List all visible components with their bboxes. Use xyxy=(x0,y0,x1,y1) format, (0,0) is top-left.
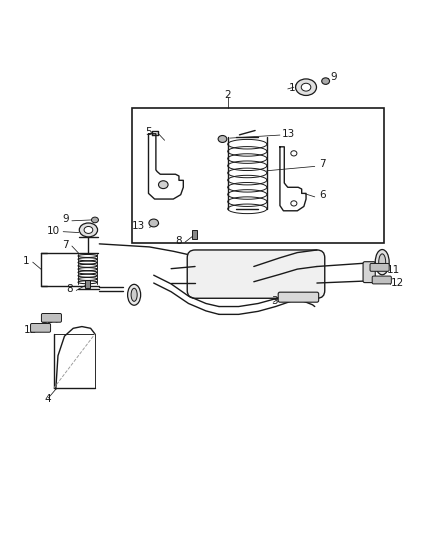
Bar xyxy=(191,230,197,239)
Text: 12: 12 xyxy=(391,278,404,288)
Ellipse shape xyxy=(301,83,311,91)
FancyBboxPatch shape xyxy=(370,263,389,271)
Text: 6: 6 xyxy=(319,190,326,200)
Ellipse shape xyxy=(296,79,317,95)
Text: 8: 8 xyxy=(175,236,182,246)
FancyBboxPatch shape xyxy=(372,276,391,284)
Text: 13: 13 xyxy=(282,129,295,139)
FancyBboxPatch shape xyxy=(31,324,50,332)
Text: 2: 2 xyxy=(224,90,231,100)
Ellipse shape xyxy=(79,223,98,237)
Bar xyxy=(132,108,385,243)
Text: 7: 7 xyxy=(319,159,326,169)
Text: 10: 10 xyxy=(289,83,302,93)
FancyBboxPatch shape xyxy=(42,313,61,322)
Text: 3: 3 xyxy=(271,296,278,306)
Ellipse shape xyxy=(375,249,389,275)
FancyBboxPatch shape xyxy=(363,262,375,282)
Text: 12: 12 xyxy=(24,325,38,335)
Ellipse shape xyxy=(322,78,329,84)
Text: 4: 4 xyxy=(45,394,52,404)
FancyBboxPatch shape xyxy=(187,250,325,298)
Text: 9: 9 xyxy=(330,72,337,82)
Text: 5: 5 xyxy=(145,126,152,136)
Ellipse shape xyxy=(218,135,227,142)
Ellipse shape xyxy=(92,217,99,223)
Text: 1: 1 xyxy=(23,256,30,266)
Ellipse shape xyxy=(131,288,137,301)
Text: 11: 11 xyxy=(387,265,400,275)
Ellipse shape xyxy=(149,219,159,227)
Text: 9: 9 xyxy=(62,214,69,224)
Ellipse shape xyxy=(379,254,386,270)
Text: 7: 7 xyxy=(62,240,69,250)
Text: 8: 8 xyxy=(67,284,73,294)
Text: 11: 11 xyxy=(40,316,53,326)
FancyBboxPatch shape xyxy=(278,292,319,302)
Ellipse shape xyxy=(159,181,168,189)
Bar xyxy=(85,280,90,288)
Text: 10: 10 xyxy=(47,226,60,236)
Ellipse shape xyxy=(127,284,141,305)
Ellipse shape xyxy=(84,227,93,233)
Text: 13: 13 xyxy=(132,221,145,231)
